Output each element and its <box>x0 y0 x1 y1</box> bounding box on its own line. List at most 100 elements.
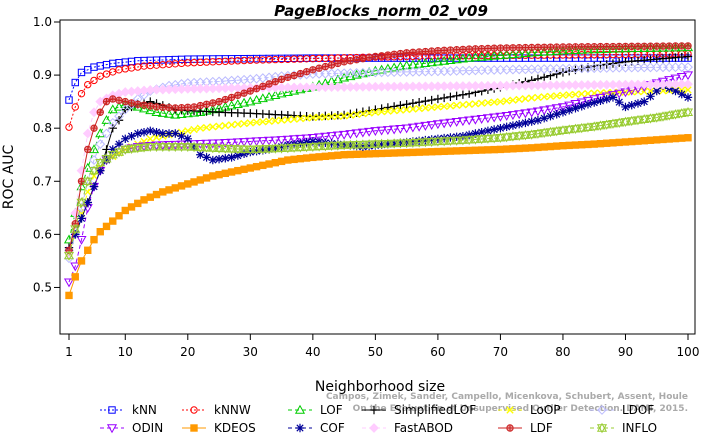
marker-cross <box>490 45 498 52</box>
marker-down <box>207 144 218 154</box>
data-point <box>490 145 498 154</box>
data-point <box>183 134 192 143</box>
marker-cross <box>428 47 435 55</box>
data-point <box>282 135 293 145</box>
data-point <box>320 140 331 152</box>
data-point <box>551 104 562 114</box>
legend-item-kdeos: KDEOS <box>182 421 256 434</box>
data-point <box>470 115 481 125</box>
marker-down <box>345 141 356 151</box>
data-point <box>346 111 355 119</box>
data-point <box>432 56 443 66</box>
marker-down <box>420 138 431 148</box>
marker-down <box>507 132 518 142</box>
data-point <box>621 102 630 112</box>
data-point <box>452 91 461 100</box>
data-point <box>440 46 448 55</box>
data-point <box>102 70 111 78</box>
marker-cross <box>128 99 135 107</box>
data-point <box>676 42 687 52</box>
data-point <box>552 43 561 51</box>
data-point <box>127 203 136 211</box>
data-point <box>370 138 381 150</box>
marker-cross <box>222 96 229 103</box>
data-point <box>259 161 267 170</box>
data-point <box>502 145 511 153</box>
data-point <box>289 135 300 145</box>
marker-down <box>451 136 462 146</box>
data-point <box>446 147 455 155</box>
data-point <box>271 143 280 153</box>
data-point <box>309 66 317 74</box>
data-point <box>545 46 556 56</box>
data-point <box>195 142 206 153</box>
marker-cross <box>278 76 285 83</box>
marker-down <box>676 109 687 119</box>
marker-down <box>495 134 506 143</box>
data-point <box>176 109 187 118</box>
marker-cross <box>397 50 404 57</box>
data-point <box>559 142 567 150</box>
data-point <box>420 58 431 68</box>
data-point <box>321 62 330 71</box>
data-point <box>582 96 594 106</box>
data-point <box>683 52 693 61</box>
data-point <box>557 103 569 113</box>
data-point <box>457 134 468 146</box>
marker-cross <box>540 44 548 51</box>
data-point <box>246 164 255 172</box>
data-point <box>639 114 650 125</box>
data-point <box>670 42 681 52</box>
data-point <box>209 99 217 107</box>
marker-cross <box>372 53 379 60</box>
data-point <box>264 145 274 154</box>
data-point <box>496 123 505 133</box>
data-point <box>583 100 593 109</box>
data-point <box>409 105 417 113</box>
marker-cross <box>190 103 198 111</box>
data-point <box>108 123 117 133</box>
legend-item-cof: COF <box>288 421 345 434</box>
data-point <box>84 145 92 154</box>
data-point <box>628 42 636 51</box>
x-tick-label: 20 <box>180 345 195 359</box>
y-tick-label: 0.5 <box>33 280 52 294</box>
data-point <box>490 44 498 52</box>
data-point <box>565 91 573 99</box>
data-point <box>676 108 687 119</box>
data-point <box>334 112 342 120</box>
data-point <box>352 108 361 117</box>
data-point <box>515 43 523 52</box>
marker-down <box>188 143 200 153</box>
data-point <box>421 47 430 56</box>
legend-label: SimplifiedLOF <box>394 403 476 417</box>
x-tick-label: 40 <box>305 345 320 359</box>
marker-down <box>514 132 525 142</box>
data-point <box>165 186 173 194</box>
data-point <box>202 123 211 132</box>
data-point <box>182 141 193 152</box>
data-point <box>146 135 154 143</box>
data-point <box>452 46 461 54</box>
data-point <box>276 136 287 146</box>
data-point <box>290 71 298 80</box>
legend-marker <box>294 404 306 414</box>
data-point <box>502 97 511 105</box>
data-point <box>152 103 161 111</box>
marker-cross <box>559 43 567 51</box>
data-point <box>396 106 405 114</box>
marker-cross <box>415 48 423 56</box>
marker-cross <box>509 44 517 52</box>
marker-down <box>282 144 293 154</box>
marker-down <box>382 139 393 149</box>
data-point <box>590 140 598 148</box>
marker-down <box>82 177 93 187</box>
data-point <box>465 45 473 53</box>
data-point <box>245 144 256 155</box>
data-point <box>402 137 411 147</box>
data-point <box>408 137 418 146</box>
marker-cross <box>347 57 354 64</box>
marker-cross <box>209 99 217 107</box>
data-point <box>65 96 73 104</box>
data-point <box>440 147 448 156</box>
